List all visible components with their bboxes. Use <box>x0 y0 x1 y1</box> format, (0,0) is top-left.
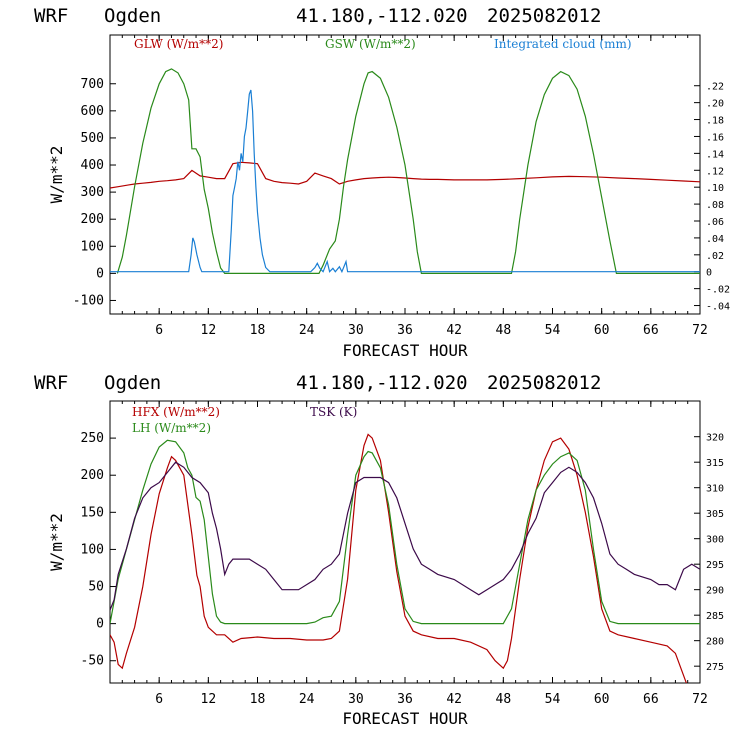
y-tick-label: 100 <box>81 542 104 557</box>
header-top: WRF Ogden 41.180,-112.020 2025082012 <box>34 5 601 27</box>
y-tick-label: 250 <box>81 431 104 446</box>
y2-tick-label: 305 <box>706 509 724 520</box>
y2-tick-label: .12 <box>706 166 724 177</box>
y2-tick-label: .18 <box>706 116 724 127</box>
y-tick-label: -50 <box>81 654 104 669</box>
y2-tick-label: 285 <box>706 611 724 622</box>
y-tick-label: 700 <box>81 77 104 92</box>
x-tick-label: 30 <box>348 692 364 707</box>
plot-frame <box>109 400 701 684</box>
y2-tick-label: 275 <box>706 662 724 673</box>
x-tick-label: 6 <box>155 692 163 707</box>
x-tick-label: 48 <box>496 323 512 338</box>
x-tick-label: 42 <box>446 692 462 707</box>
series-line-glw <box>110 161 700 189</box>
series-line-lh <box>110 439 700 625</box>
y-tick-label: 0 <box>96 266 104 281</box>
x-axis-label: FORECAST HOUR <box>342 341 468 360</box>
series-line-gsw <box>116 68 700 274</box>
y2-tick-label: .06 <box>706 217 724 228</box>
x-axis-label: FORECAST HOUR <box>342 709 468 728</box>
x-tick-label: 66 <box>643 692 659 707</box>
y-tick-label: 150 <box>81 505 104 520</box>
x-tick-label: 36 <box>397 692 413 707</box>
y2-tick-label: -.04 <box>706 302 730 313</box>
y2-tick-label: 290 <box>706 586 724 597</box>
y2-tick-label: .10 <box>706 183 724 194</box>
x-tick-label: 54 <box>545 323 561 338</box>
y2-tick-label: 310 <box>706 484 724 495</box>
legend-entry: TSK (K) <box>310 405 357 419</box>
x-tick-label: 72 <box>692 323 708 338</box>
y2-tick-label: -.02 <box>706 285 730 296</box>
x-tick-label: 54 <box>545 692 561 707</box>
header-coords: 41.180,-112.020 <box>296 5 468 27</box>
y2-tick-label: .16 <box>706 132 724 143</box>
y2-tick-label: .02 <box>706 251 724 262</box>
x-tick-label: 18 <box>250 692 266 707</box>
radiation-panel: 6 12 18 24 30 36 42 48 54 60 66 72 -100 0 100 200 300 400… <box>47 34 730 360</box>
x-tick-label: 30 <box>348 323 364 338</box>
x-tick-label: 42 <box>446 323 462 338</box>
header-model: WRF <box>34 5 68 27</box>
y2-tick-label: .08 <box>706 200 724 211</box>
y-tick-label: -100 <box>73 293 104 308</box>
y-tick-label: 100 <box>81 239 104 254</box>
y-tick-label: 0 <box>96 617 104 632</box>
y-tick-label: 500 <box>81 131 104 146</box>
legend-entry: HFX (W/m**2) <box>132 405 220 419</box>
y-axis-label: W/m**2 <box>47 513 66 571</box>
y2-tick-label: 320 <box>706 433 724 444</box>
x-tick-label: 66 <box>643 323 659 338</box>
header-bottom: WRF Ogden 41.180,-112.020 2025082012 <box>34 372 601 394</box>
y2-tick-label: .04 <box>706 234 724 245</box>
x-tick-label: 12 <box>201 323 217 338</box>
x-tick-label: 48 <box>496 692 512 707</box>
x-tick-label: 24 <box>299 692 315 707</box>
flux-panel: 6 12 18 24 30 36 42 48 54 60 66 72 -50 0 50 100 150 200 25… <box>47 400 724 728</box>
y-tick-label: 300 <box>81 185 104 200</box>
y2-tick-label: 315 <box>706 458 724 469</box>
y2-tick-label: 0 <box>706 268 712 279</box>
y-tick-label: 200 <box>81 468 104 483</box>
header-coords: 41.180,-112.020 <box>296 372 468 394</box>
x-tick-label: 12 <box>201 692 217 707</box>
x-tick-label: 60 <box>594 323 610 338</box>
x-tick-label: 24 <box>299 323 315 338</box>
y2-tick-label: .20 <box>706 99 724 110</box>
y-tick-label: 600 <box>81 104 104 119</box>
header-location: Ogden <box>104 5 161 27</box>
x-tick-label: 72 <box>692 692 708 707</box>
y2-tick-label: 295 <box>706 560 724 571</box>
x-tick-label: 60 <box>594 692 610 707</box>
y2-tick-label: .14 <box>706 149 724 160</box>
header-run: 2025082012 <box>487 372 601 394</box>
y-tick-label: 400 <box>81 158 104 173</box>
legend-entry: GLW (W/m**2) <box>134 37 223 51</box>
y-tick-label: 50 <box>88 580 104 595</box>
header-model: WRF <box>34 372 68 394</box>
x-tick-label: 6 <box>155 323 163 338</box>
legend-entry: LH (W/m**2) <box>132 421 211 435</box>
y2-tick-label: 280 <box>706 637 724 648</box>
y2-tick-label: 300 <box>706 535 724 546</box>
y-axis-label: W/m**2 <box>47 146 66 204</box>
header-location: Ogden <box>104 372 161 394</box>
y2-tick-label: .22 <box>706 82 724 93</box>
x-tick-label: 36 <box>397 323 413 338</box>
legend-entry: GSW (W/m**2) <box>325 37 416 51</box>
y-tick-label: 200 <box>81 212 104 227</box>
series-line-hfx <box>110 433 687 683</box>
legend-entry: Integrated cloud (mm) <box>494 37 632 51</box>
x-tick-label: 18 <box>250 323 266 338</box>
header-run: 2025082012 <box>487 5 601 27</box>
series-line-integrated <box>110 89 700 274</box>
series-line-tsk <box>110 461 700 611</box>
